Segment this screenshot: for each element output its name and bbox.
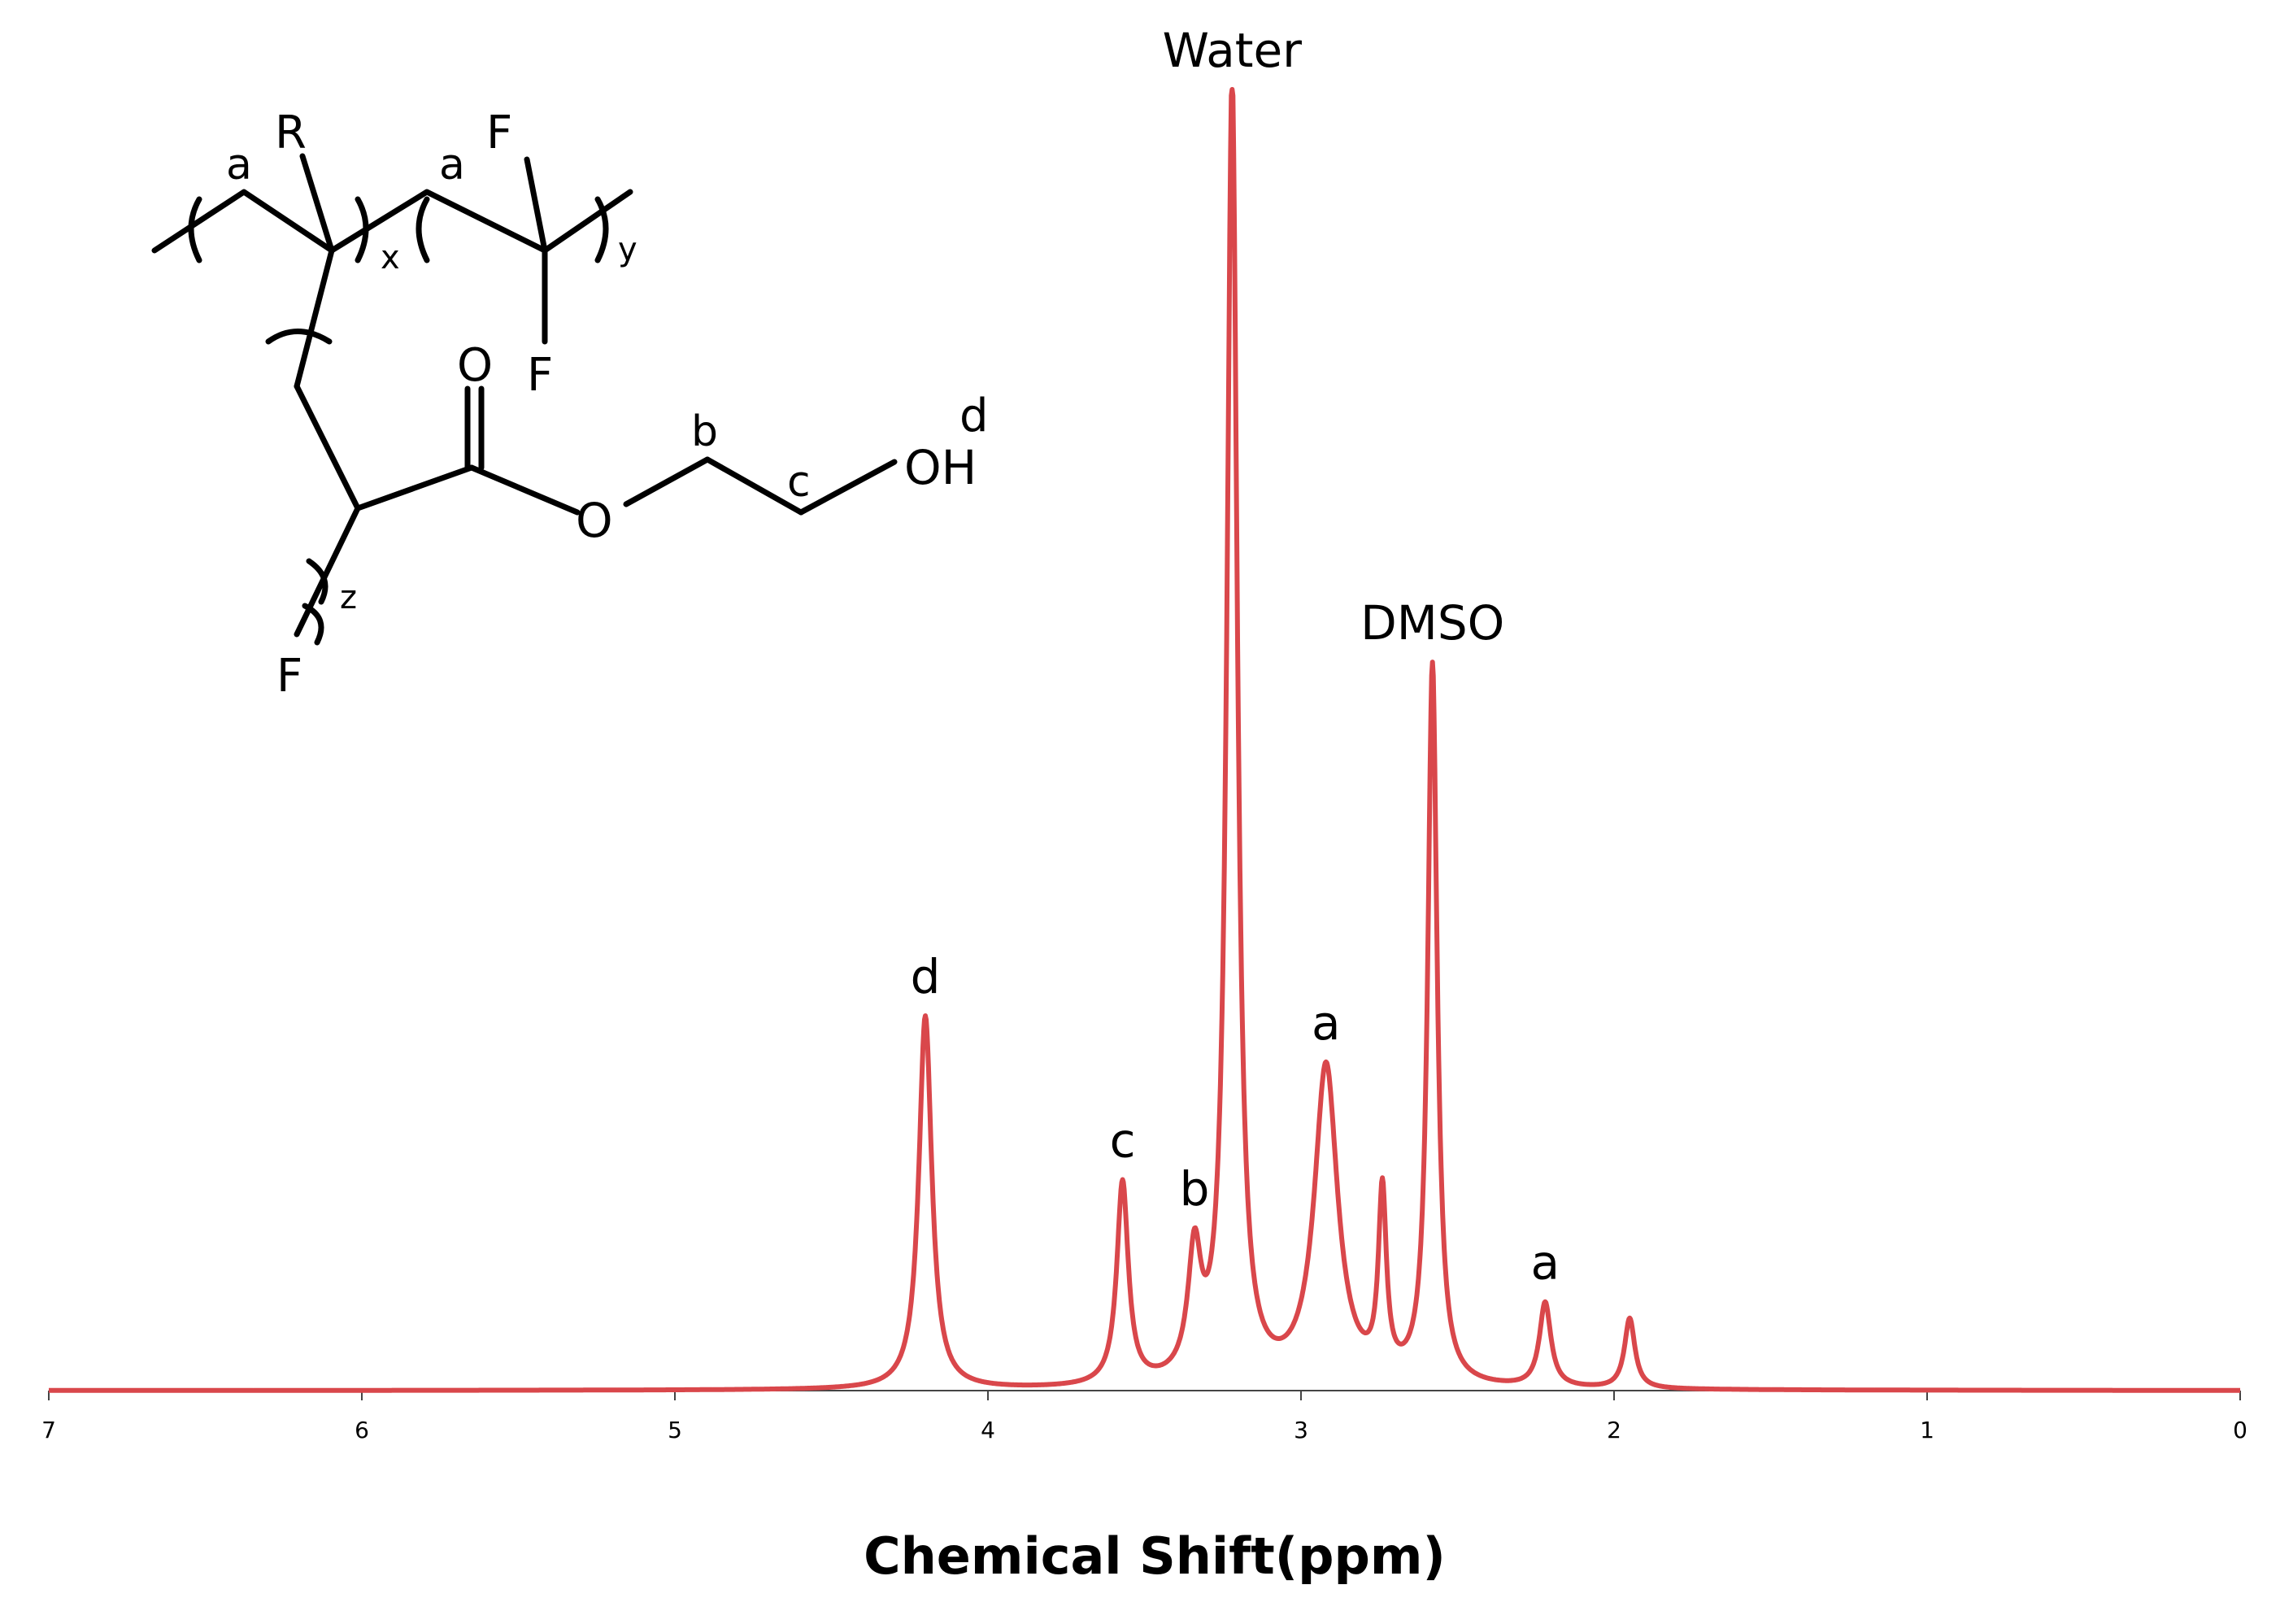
x-tick-label: 7 xyxy=(41,1417,56,1443)
label-O-ester: O xyxy=(576,493,613,548)
carbonyl-c-bond xyxy=(355,464,475,512)
bracket-x-right xyxy=(355,196,369,263)
label-OH: OH xyxy=(904,440,977,495)
label-F-top: F xyxy=(486,107,512,159)
x-ticks: 7 6 5 4 3 2 1 0 xyxy=(41,1391,2247,1443)
ester-chain-3 xyxy=(798,459,898,516)
side-chain-3 xyxy=(294,505,361,638)
backbone-left xyxy=(151,189,548,254)
label-c: c xyxy=(787,458,811,507)
x-axis-label: Chemical Shift(ppm) xyxy=(864,1526,1446,1586)
label-a2: a xyxy=(439,141,465,189)
label-x: x xyxy=(381,239,400,276)
x-tick-label: 3 xyxy=(1294,1417,1308,1443)
peak-label: c xyxy=(1110,1112,1136,1168)
bracket-z-right xyxy=(302,603,324,646)
peak-label: d xyxy=(911,949,941,1004)
label-z: z xyxy=(340,579,357,616)
bracket-y-left xyxy=(416,196,430,263)
x-tick-label: 6 xyxy=(355,1417,369,1443)
x-tick-label: 1 xyxy=(1920,1417,1934,1443)
peak-label: a xyxy=(1531,1235,1560,1291)
bracket-y-right xyxy=(594,196,609,263)
peak-label: DMSO xyxy=(1360,595,1504,651)
r-bond xyxy=(299,153,335,254)
x-tick-label: 2 xyxy=(1607,1417,1621,1443)
x-tick-label: 4 xyxy=(981,1417,995,1443)
label-y: y xyxy=(618,231,637,268)
x-tick-label: 0 xyxy=(2233,1417,2247,1443)
label-F-mid: F xyxy=(527,349,553,402)
ester-chain-2 xyxy=(704,456,804,516)
spectrum-line xyxy=(47,87,2242,1393)
bracket-side xyxy=(265,329,333,345)
peak-label: Water xyxy=(1163,23,1303,78)
label-d-structure: d xyxy=(959,390,989,442)
ester-bond xyxy=(468,464,581,516)
label-F-bottom: F xyxy=(276,650,302,703)
peak-label: b xyxy=(1180,1161,1210,1217)
side-chain-1 xyxy=(294,247,335,390)
f-top-bond xyxy=(524,156,548,254)
label-b: b xyxy=(691,407,718,456)
label-O-carbonyl: O xyxy=(457,339,493,392)
label-a1: a xyxy=(226,141,252,189)
label-R: R xyxy=(275,107,307,159)
peak-label: a xyxy=(1312,995,1341,1051)
bracket-z-left xyxy=(306,558,329,605)
side-chain-2 xyxy=(294,383,361,512)
ester-chain-1 xyxy=(623,456,711,507)
peak-labels: d cb Water a DMSO a xyxy=(911,23,1560,1291)
bracket-x-left xyxy=(188,196,202,263)
backbone-left-end xyxy=(542,189,633,254)
chemical-structure: a R x a F y F O b d c OH O z F xyxy=(151,107,989,703)
x-tick-label: 5 xyxy=(668,1417,682,1443)
